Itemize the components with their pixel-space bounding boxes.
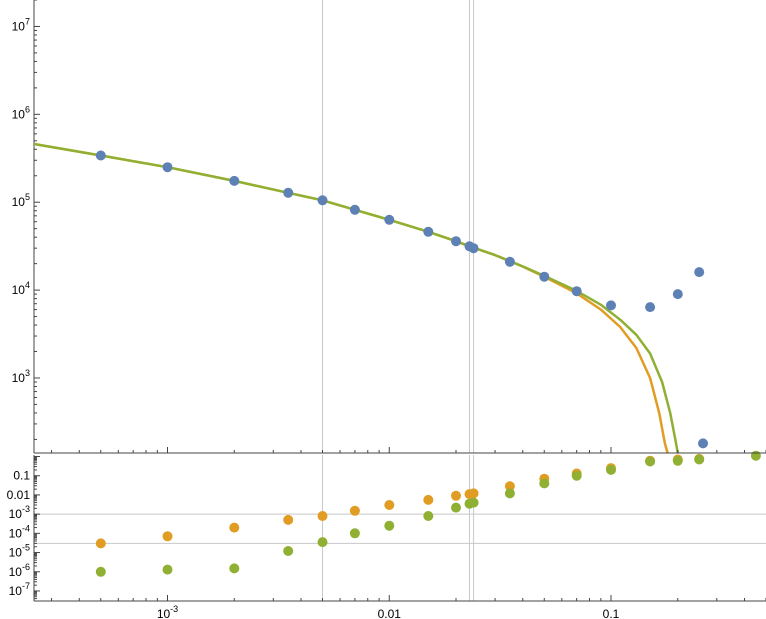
upper-series-0-point — [349, 204, 360, 215]
lower-series-1-point — [539, 478, 550, 489]
lower-series-0-point — [283, 514, 294, 525]
upper-plot-area — [34, 142, 680, 453]
lower-series-0-point — [317, 511, 328, 521]
lower-series-0-point — [229, 522, 240, 533]
lower-y-tick-label-0: 10-7 — [9, 581, 30, 598]
lower-series-1-point — [423, 511, 434, 521]
upper-series-0-point — [698, 438, 708, 449]
lower-series-1-point — [750, 450, 761, 461]
lower-y-tick-label-2: 10-5 — [9, 543, 30, 560]
lower-y-tick-label-6: 0.1 — [13, 469, 30, 483]
upper-y-tick-label-0: 103 — [12, 368, 30, 385]
upper-series-0-point — [504, 256, 515, 267]
upper-series-0-point — [95, 150, 106, 161]
lower-series-1-point — [349, 528, 360, 539]
lower-y-tick-label-1: 10-6 — [9, 562, 30, 579]
lower-series-0-point — [95, 538, 106, 549]
lower-series-1-point — [283, 546, 294, 556]
lower-y-tick-label-3: 10-4 — [9, 523, 30, 540]
upper-series-0-point — [571, 286, 582, 297]
lower-series-0-point — [349, 505, 360, 516]
lower-series-0-point — [468, 488, 479, 499]
lower-series-0-point — [384, 500, 395, 510]
lower-x-tick-label-1: 0.01 — [378, 607, 402, 619]
upper-series-0-point — [694, 267, 705, 278]
lower-series-1-point — [571, 470, 582, 481]
upper-series-0-point — [384, 214, 395, 225]
lower-x-tick-label-0: 10-3 — [157, 604, 178, 619]
lower-series-1-point — [645, 456, 656, 467]
lower-series-0-point — [162, 531, 173, 542]
lower-series-1-point — [504, 488, 515, 499]
upper-series-0-point — [672, 289, 683, 300]
upper-y-tick-label-3: 106 — [12, 104, 30, 121]
lower-y-tick-label-5: 0.01 — [7, 488, 31, 502]
upper-series-0-point — [317, 195, 328, 206]
upper-series-0-point — [645, 302, 656, 313]
upper-series-0-point — [229, 175, 240, 186]
lower-series-1-point — [317, 537, 328, 548]
lower-y-tick-label-4: 10-3 — [9, 504, 30, 521]
lower-x-tick-label-2: 0.1 — [603, 607, 620, 619]
lower-series-1-point — [451, 502, 461, 513]
lower-series-0-point — [504, 481, 515, 492]
upper-y-tick-label-1: 104 — [12, 280, 30, 297]
upper-series-line-0 — [34, 142, 669, 453]
upper-series-0-point — [468, 243, 479, 254]
lower-series-1-point — [95, 566, 106, 577]
upper-panel: 103 104 105 106 107 — [12, 0, 708, 453]
lower-series-1-point — [384, 520, 395, 531]
upper-series-0-point — [162, 162, 173, 173]
upper-series-0-point — [539, 271, 550, 282]
lower-series-1-point — [229, 563, 240, 574]
upper-series-0-point — [423, 226, 434, 237]
lower-series-1-point — [672, 455, 683, 466]
lower-series-0-point — [423, 494, 434, 505]
lower-series-0-point — [451, 490, 461, 501]
upper-series-0-point — [606, 300, 616, 311]
lower-series-1-point — [468, 497, 479, 508]
lower-series-1-point — [162, 564, 173, 575]
upper-y-tick-label-2: 105 — [12, 192, 30, 209]
lower-panel: 10-7 10-6 10-5 10-4 10-3 0.01 0.1 10-3 0.01 0.1 — [7, 450, 766, 619]
lower-series-1-point — [606, 464, 616, 475]
upper-series-0-point — [451, 236, 461, 247]
lower-series-1-point — [694, 454, 705, 465]
upper-series-0-point — [283, 187, 294, 198]
upper-y-tick-label-4: 107 — [12, 16, 30, 33]
upper-series-line-1 — [34, 142, 680, 453]
